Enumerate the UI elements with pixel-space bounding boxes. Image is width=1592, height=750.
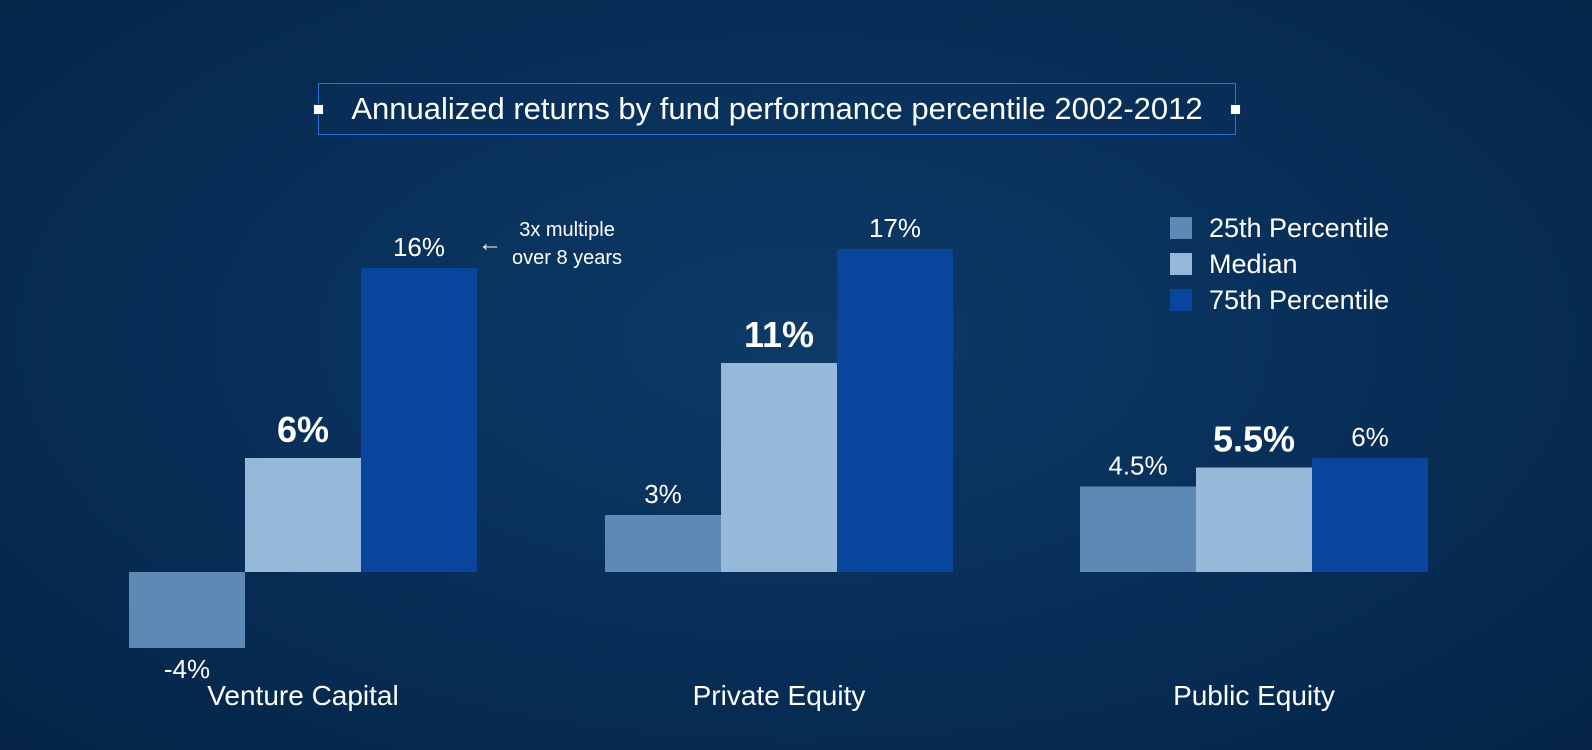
legend-swatch <box>1170 217 1192 239</box>
data-label: 6% <box>1351 422 1389 452</box>
legend-swatch <box>1170 289 1192 311</box>
bar <box>837 249 953 572</box>
arrow-left-icon: ← <box>478 230 502 257</box>
bar <box>1312 458 1428 572</box>
chart-title: Annualized returns by fund performance p… <box>351 91 1203 126</box>
legend-item: 25th Percentile <box>1170 210 1389 246</box>
legend-label: 25th Percentile <box>1209 212 1390 243</box>
annotation: ← 3x multiple over 8 years <box>478 216 622 272</box>
legend: 25th Percentile Median 75th Percentile <box>1170 210 1389 318</box>
legend-item: 75th Percentile <box>1170 282 1389 318</box>
legend-item: Median <box>1170 246 1389 282</box>
annotation-line: 3x multiple <box>519 219 615 241</box>
category-label: Private Equity <box>693 680 866 711</box>
legend-label: Median <box>1209 248 1298 279</box>
category-label: Venture Capital <box>207 680 398 711</box>
bar <box>1196 467 1312 572</box>
legend-swatch <box>1170 253 1192 275</box>
annotation-text: 3x multiple over 8 years <box>512 216 622 272</box>
bar <box>361 268 477 572</box>
data-label: 5.5% <box>1213 419 1295 460</box>
data-label: -4% <box>164 654 210 684</box>
data-label: 3% <box>644 479 682 509</box>
resize-handle-right[interactable] <box>1230 104 1241 115</box>
chart-title-box[interactable]: Annualized returns by fund performance p… <box>313 83 1241 135</box>
category-label: Public Equity <box>1173 680 1335 711</box>
bar <box>605 515 721 572</box>
bar <box>129 572 245 648</box>
data-label: 16% <box>393 232 445 262</box>
data-label: 17% <box>869 213 921 243</box>
bar <box>1080 486 1196 572</box>
data-label: 11% <box>744 314 814 355</box>
data-label: 4.5% <box>1108 451 1167 481</box>
legend-label: 75th Percentile <box>1209 284 1390 315</box>
resize-handle-left[interactable] <box>313 104 324 115</box>
bar <box>721 363 837 572</box>
data-label: 6% <box>277 409 329 450</box>
bar <box>245 458 361 572</box>
annotation-line: over 8 years <box>512 247 623 269</box>
